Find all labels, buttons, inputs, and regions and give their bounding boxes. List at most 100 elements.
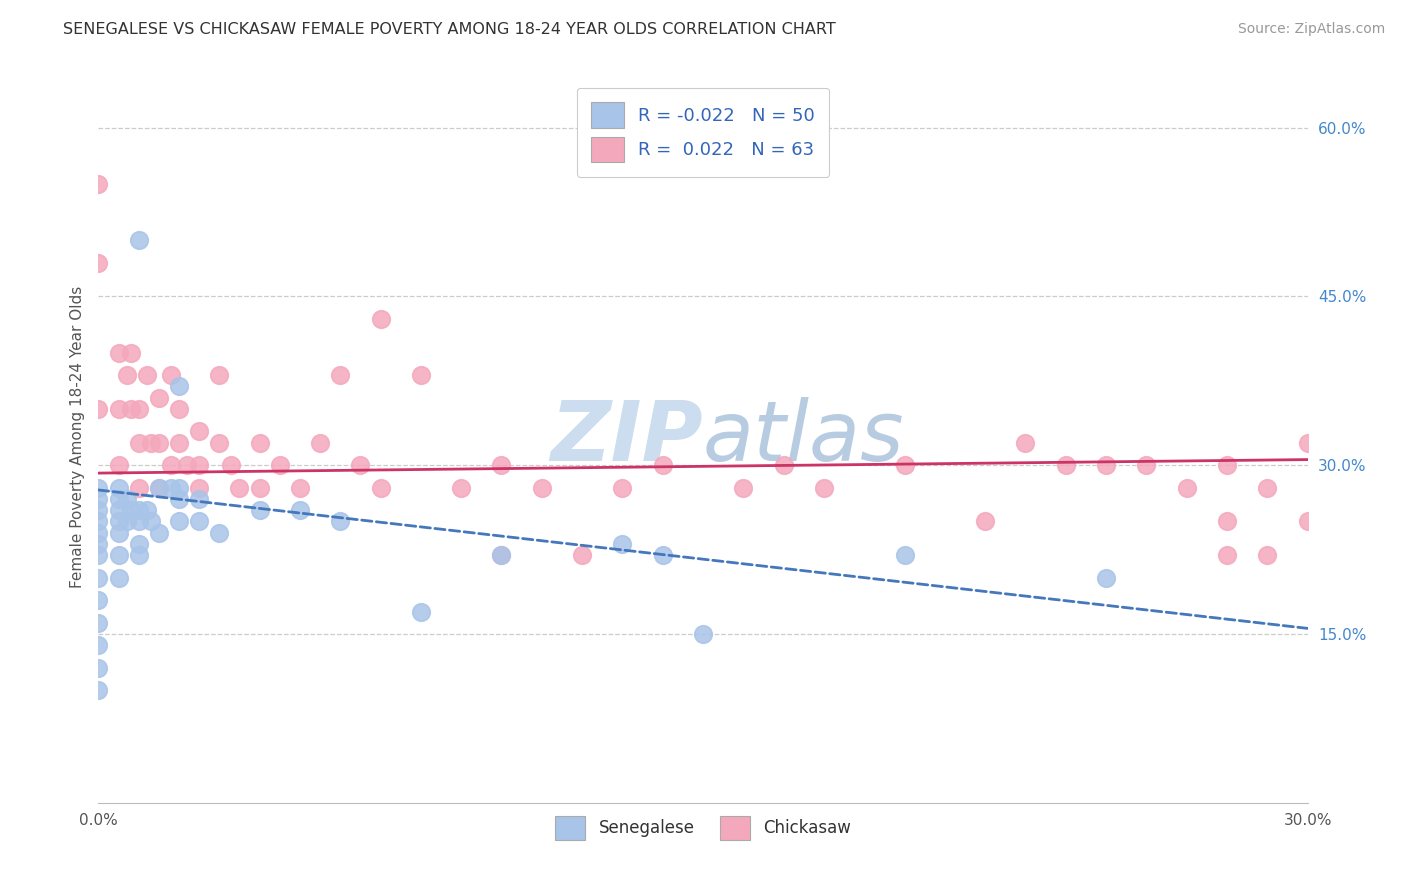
Point xyxy=(974,515,997,529)
Point xyxy=(167,515,190,529)
Point xyxy=(288,481,311,495)
Point xyxy=(176,458,198,473)
Point xyxy=(491,548,513,562)
Point xyxy=(249,481,271,495)
Point xyxy=(160,481,183,495)
Point xyxy=(651,458,673,473)
Point xyxy=(87,593,110,607)
Point xyxy=(115,368,138,383)
Point xyxy=(692,627,714,641)
Point xyxy=(120,503,142,517)
Point xyxy=(120,345,142,359)
Point xyxy=(139,515,162,529)
Point xyxy=(107,571,129,585)
Point xyxy=(491,548,513,562)
Point xyxy=(1256,481,1278,495)
Point xyxy=(87,537,110,551)
Point xyxy=(160,458,183,473)
Point xyxy=(409,605,432,619)
Point xyxy=(409,368,432,383)
Point xyxy=(1216,548,1239,562)
Point xyxy=(107,345,129,359)
Point xyxy=(167,401,190,416)
Point xyxy=(1296,435,1319,450)
Point xyxy=(87,255,110,269)
Point xyxy=(87,638,110,652)
Point xyxy=(107,401,129,416)
Point xyxy=(1095,458,1118,473)
Point xyxy=(893,548,915,562)
Point xyxy=(1175,481,1198,495)
Point xyxy=(107,481,129,495)
Text: SENEGALESE VS CHICKASAW FEMALE POVERTY AMONG 18-24 YEAR OLDS CORRELATION CHART: SENEGALESE VS CHICKASAW FEMALE POVERTY A… xyxy=(63,22,837,37)
Point xyxy=(128,233,150,247)
Point xyxy=(148,435,170,450)
Point xyxy=(167,435,190,450)
Point xyxy=(128,401,150,416)
Point xyxy=(491,458,513,473)
Point xyxy=(87,661,110,675)
Point xyxy=(188,481,211,495)
Point xyxy=(87,491,110,506)
Point xyxy=(87,683,110,698)
Point xyxy=(651,548,673,562)
Point xyxy=(148,391,170,405)
Point xyxy=(208,368,231,383)
Point xyxy=(87,503,110,517)
Point xyxy=(128,435,150,450)
Point xyxy=(87,177,110,191)
Point xyxy=(107,503,129,517)
Point xyxy=(167,481,190,495)
Point xyxy=(571,548,593,562)
Point xyxy=(107,491,129,506)
Point xyxy=(1054,458,1077,473)
Point xyxy=(135,503,157,517)
Point xyxy=(87,548,110,562)
Point xyxy=(733,481,755,495)
Point xyxy=(893,458,915,473)
Point xyxy=(135,368,157,383)
Point xyxy=(249,503,271,517)
Point xyxy=(813,481,835,495)
Point xyxy=(530,481,553,495)
Point xyxy=(128,481,150,495)
Point xyxy=(87,515,110,529)
Point xyxy=(1256,548,1278,562)
Point xyxy=(188,515,211,529)
Point xyxy=(221,458,243,473)
Point xyxy=(148,525,170,540)
Point xyxy=(1135,458,1157,473)
Point xyxy=(188,458,211,473)
Point xyxy=(139,435,162,450)
Y-axis label: Female Poverty Among 18-24 Year Olds: Female Poverty Among 18-24 Year Olds xyxy=(69,286,84,588)
Text: atlas: atlas xyxy=(703,397,904,477)
Point xyxy=(249,435,271,450)
Point xyxy=(167,379,190,393)
Point xyxy=(288,503,311,517)
Point xyxy=(107,548,129,562)
Point xyxy=(309,435,332,450)
Point xyxy=(612,481,634,495)
Point xyxy=(107,525,129,540)
Point xyxy=(188,425,211,439)
Legend: Senegalese, Chickasaw: Senegalese, Chickasaw xyxy=(541,803,865,853)
Point xyxy=(228,481,250,495)
Point xyxy=(208,435,231,450)
Point xyxy=(188,491,211,506)
Point xyxy=(128,515,150,529)
Point xyxy=(349,458,371,473)
Point xyxy=(160,368,183,383)
Point xyxy=(1216,458,1239,473)
Point xyxy=(115,491,138,506)
Point xyxy=(120,401,142,416)
Text: Source: ZipAtlas.com: Source: ZipAtlas.com xyxy=(1237,22,1385,37)
Point xyxy=(115,515,138,529)
Point xyxy=(612,537,634,551)
Point xyxy=(1296,515,1319,529)
Point xyxy=(148,481,170,495)
Point xyxy=(329,515,352,529)
Point xyxy=(107,515,129,529)
Point xyxy=(87,615,110,630)
Point xyxy=(128,537,150,551)
Point xyxy=(370,312,392,326)
